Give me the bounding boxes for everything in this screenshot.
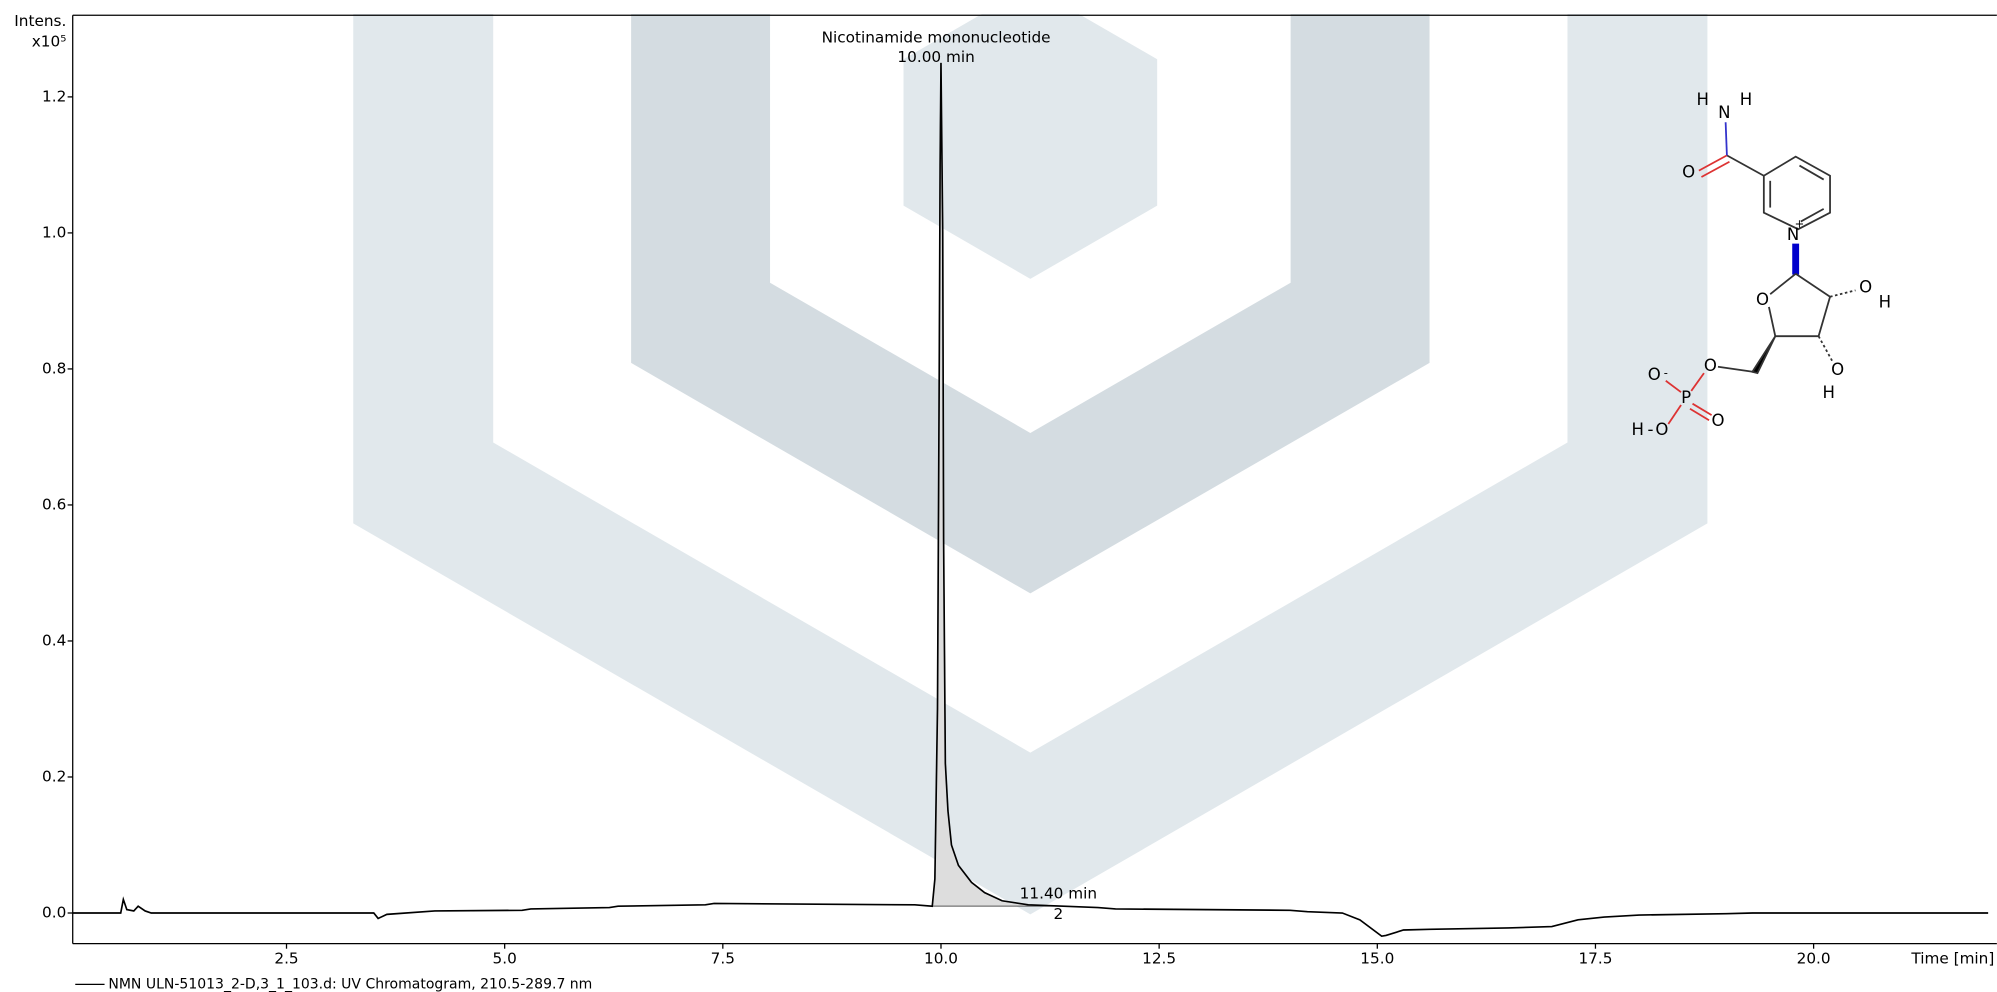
- watermark: [353, 0, 1708, 915]
- y-tick-label: 0.2: [42, 767, 66, 785]
- x-axis-label: Time [min]: [1910, 949, 1994, 967]
- atom-label: O: [1859, 277, 1872, 296]
- x-tick-label: 15.0: [1360, 949, 1394, 967]
- peak-time: 11.40 min: [1020, 884, 1097, 902]
- y-axis-multiplier: x10⁵: [32, 33, 67, 51]
- y-tick-label: 1.2: [42, 87, 66, 105]
- atom-label: O: [1704, 356, 1717, 375]
- atom-label: H: [1823, 383, 1835, 402]
- atom-label: H: [1740, 90, 1752, 109]
- y-tick-label: 1.0: [42, 223, 66, 241]
- atom-label: O: [1648, 365, 1661, 384]
- atom-label: H: [1632, 420, 1644, 439]
- legend-label: NMN ULN-51013_2-D,3_1_103.d: UV Chromato…: [108, 976, 592, 992]
- peak-time: 10.00 min: [897, 48, 974, 66]
- atom-label: N: [1787, 225, 1799, 244]
- x-tick-label: 7.5: [711, 949, 735, 967]
- title-band: [0, 0, 1997, 15]
- atom-label: O: [1711, 411, 1724, 430]
- atom-label: -: [1664, 366, 1668, 380]
- x-tick-label: 5.0: [493, 949, 517, 967]
- y-tick-label: 0.6: [42, 495, 66, 513]
- y-axis-label: Intens.: [14, 12, 66, 30]
- y-tick-label: 0.0: [42, 904, 66, 922]
- x-tick-label: 10.0: [924, 949, 958, 967]
- atom-label: +: [1795, 217, 1805, 231]
- atom-label: P: [1681, 388, 1691, 407]
- atom-label: -: [1648, 420, 1654, 439]
- atom-label: N: [1718, 103, 1730, 122]
- x-tick-label: 2.5: [274, 949, 298, 967]
- atom-label: H: [1696, 90, 1708, 109]
- x-tick-label: 12.5: [1142, 949, 1176, 967]
- structure-bonds: [1665, 122, 1856, 425]
- atom-label: O: [1756, 290, 1769, 309]
- x-tick-label: 17.5: [1578, 949, 1612, 967]
- atom-label: O: [1682, 163, 1695, 182]
- y-tick-label: 0.4: [42, 631, 66, 649]
- x-tick-label: 20.0: [1797, 949, 1831, 967]
- atom-label: O: [1655, 420, 1668, 439]
- peak-name: Nicotinamide mononucleotide: [822, 29, 1051, 47]
- watermark-hex: [903, 0, 1158, 279]
- atom-label: O: [1831, 360, 1844, 379]
- y-tick-label: 0.8: [42, 359, 66, 377]
- atom-label: H: [1879, 293, 1891, 312]
- peak-name: 2: [1053, 905, 1063, 923]
- chromatogram-line: [72, 62, 1989, 938]
